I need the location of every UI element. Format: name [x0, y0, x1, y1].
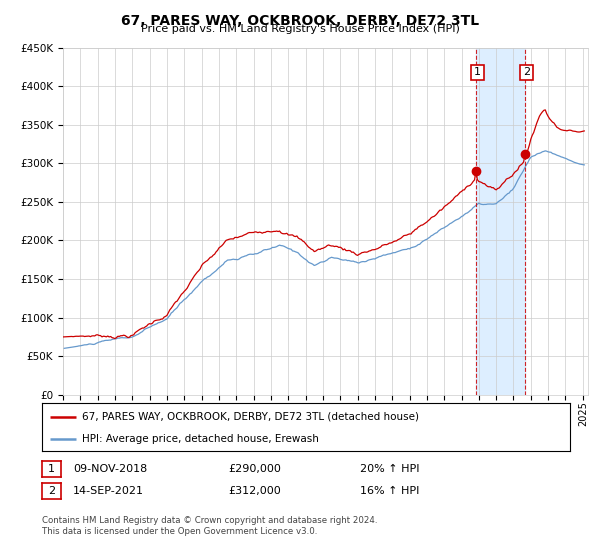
Text: 09-NOV-2018: 09-NOV-2018	[73, 464, 148, 474]
Text: HPI: Average price, detached house, Erewash: HPI: Average price, detached house, Erew…	[82, 434, 319, 444]
Text: £290,000: £290,000	[228, 464, 281, 474]
Text: 67, PARES WAY, OCKBROOK, DERBY, DE72 3TL: 67, PARES WAY, OCKBROOK, DERBY, DE72 3TL	[121, 14, 479, 28]
Text: Price paid vs. HM Land Registry's House Price Index (HPI): Price paid vs. HM Land Registry's House …	[140, 24, 460, 34]
Text: £312,000: £312,000	[228, 486, 281, 496]
Text: 67, PARES WAY, OCKBROOK, DERBY, DE72 3TL (detached house): 67, PARES WAY, OCKBROOK, DERBY, DE72 3TL…	[82, 412, 419, 422]
Text: 2: 2	[48, 486, 55, 496]
Text: Contains HM Land Registry data © Crown copyright and database right 2024.
This d: Contains HM Land Registry data © Crown c…	[42, 516, 377, 536]
Text: 16% ↑ HPI: 16% ↑ HPI	[360, 486, 419, 496]
Text: 14-SEP-2021: 14-SEP-2021	[73, 486, 144, 496]
Text: 1: 1	[474, 67, 481, 77]
Text: 1: 1	[48, 464, 55, 474]
Text: 2: 2	[523, 67, 530, 77]
Text: 20% ↑ HPI: 20% ↑ HPI	[360, 464, 419, 474]
Bar	[476, 48, 525, 395]
